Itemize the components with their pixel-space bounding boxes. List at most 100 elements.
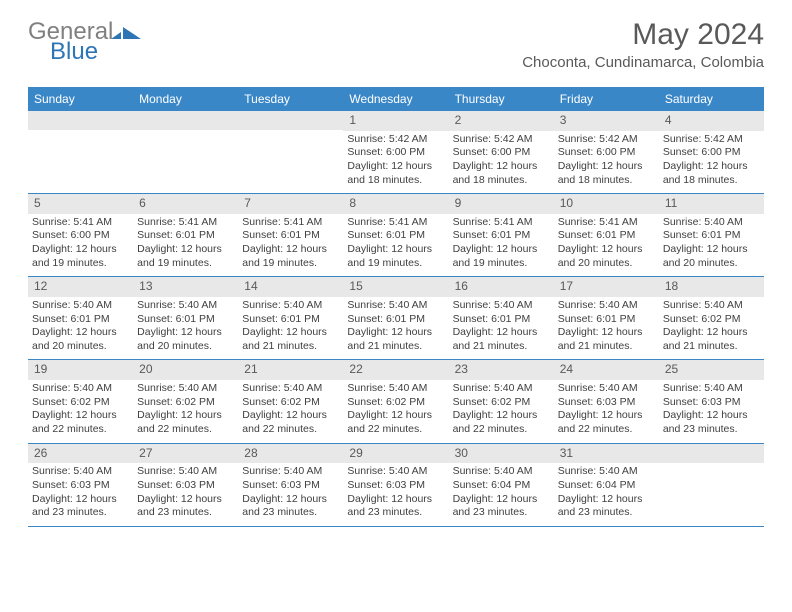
day-11: 11Sunrise: 5:40 AMSunset: 6:01 PMDayligh… — [659, 194, 764, 276]
day-27: 27Sunrise: 5:40 AMSunset: 6:03 PMDayligh… — [133, 444, 238, 526]
sunset-line: Sunset: 6:02 PM — [137, 396, 234, 410]
sunset-line: Sunset: 6:00 PM — [453, 146, 550, 160]
day-number: 22 — [343, 360, 448, 380]
daylight-line: Daylight: 12 hours and 20 minutes. — [137, 326, 234, 353]
day-number: 3 — [554, 111, 659, 131]
day-number: 24 — [554, 360, 659, 380]
daylight-line: Daylight: 12 hours and 21 minutes. — [663, 326, 760, 353]
sunrise-line: Sunrise: 5:40 AM — [137, 382, 234, 396]
day-25: 25Sunrise: 5:40 AMSunset: 6:03 PMDayligh… — [659, 360, 764, 442]
sunrise-line: Sunrise: 5:40 AM — [347, 382, 444, 396]
day-7: 7Sunrise: 5:41 AMSunset: 6:01 PMDaylight… — [238, 194, 343, 276]
day-empty — [28, 111, 133, 193]
week-row: 12Sunrise: 5:40 AMSunset: 6:01 PMDayligh… — [28, 277, 764, 360]
logo-triangle-small-icon — [111, 32, 121, 39]
week-row: 1Sunrise: 5:42 AMSunset: 6:00 PMDaylight… — [28, 111, 764, 194]
daylight-line: Daylight: 12 hours and 23 minutes. — [137, 493, 234, 520]
calendar: SundayMondayTuesdayWednesdayThursdayFrid… — [28, 87, 764, 527]
day-30: 30Sunrise: 5:40 AMSunset: 6:04 PMDayligh… — [449, 444, 554, 526]
day-empty — [238, 111, 343, 193]
sunrise-line: Sunrise: 5:40 AM — [453, 299, 550, 313]
day-number: 13 — [133, 277, 238, 297]
sunset-line: Sunset: 6:00 PM — [347, 146, 444, 160]
day-28: 28Sunrise: 5:40 AMSunset: 6:03 PMDayligh… — [238, 444, 343, 526]
dow-monday: Monday — [133, 87, 238, 111]
day-13: 13Sunrise: 5:40 AMSunset: 6:01 PMDayligh… — [133, 277, 238, 359]
sunrise-line: Sunrise: 5:40 AM — [242, 465, 339, 479]
day-number: 16 — [449, 277, 554, 297]
sunset-line: Sunset: 6:02 PM — [347, 396, 444, 410]
day-10: 10Sunrise: 5:41 AMSunset: 6:01 PMDayligh… — [554, 194, 659, 276]
daylight-line: Daylight: 12 hours and 22 minutes. — [453, 409, 550, 436]
day-2: 2Sunrise: 5:42 AMSunset: 6:00 PMDaylight… — [449, 111, 554, 193]
daylight-line: Daylight: 12 hours and 19 minutes. — [453, 243, 550, 270]
sunset-line: Sunset: 6:00 PM — [32, 229, 129, 243]
sunset-line: Sunset: 6:01 PM — [347, 229, 444, 243]
sunrise-line: Sunrise: 5:40 AM — [242, 299, 339, 313]
sunset-line: Sunset: 6:01 PM — [663, 229, 760, 243]
sunset-line: Sunset: 6:03 PM — [663, 396, 760, 410]
day-18: 18 Sunrise: 5:40 AMSunset: 6:02 PMDayligh… — [659, 277, 764, 359]
sunrise-line: Sunrise: 5:40 AM — [32, 465, 129, 479]
sunset-line: Sunset: 6:03 PM — [32, 479, 129, 493]
daylight-line: Daylight: 12 hours and 22 minutes. — [32, 409, 129, 436]
day-number: 29 — [343, 444, 448, 464]
sunrise-line: Sunrise: 5:40 AM — [558, 382, 655, 396]
logo: General Blue — [28, 18, 141, 66]
sunrise-line: Sunrise: 5:40 AM — [32, 299, 129, 313]
daylight-line: Daylight: 12 hours and 22 minutes. — [137, 409, 234, 436]
sunrise-line: Sunrise: 5:40 AM — [663, 299, 760, 313]
page-title: May 2024 — [522, 18, 764, 52]
sunset-line: Sunset: 6:00 PM — [558, 146, 655, 160]
day-number: 9 — [449, 194, 554, 214]
dow-thursday: Thursday — [449, 87, 554, 111]
week-row: 26Sunrise: 5:40 AMSunset: 6:03 PMDayligh… — [28, 444, 764, 527]
day-number: 18 — [659, 277, 764, 297]
sunrise-line: Sunrise: 5:41 AM — [242, 216, 339, 230]
daylight-line: Daylight: 12 hours and 23 minutes. — [32, 493, 129, 520]
daylight-line: Daylight: 12 hours and 18 minutes. — [347, 160, 444, 187]
sunset-line: Sunset: 6:01 PM — [558, 313, 655, 327]
day-number: 5 — [28, 194, 133, 214]
sunset-line: Sunset: 6:03 PM — [558, 396, 655, 410]
day-31: 31Sunrise: 5:40 AMSunset: 6:04 PMDayligh… — [554, 444, 659, 526]
daylight-line: Daylight: 12 hours and 18 minutes. — [453, 160, 550, 187]
day-number: 12 — [28, 277, 133, 297]
day-number: 27 — [133, 444, 238, 464]
daylight-line: Daylight: 12 hours and 23 minutes. — [242, 493, 339, 520]
day-12: 12Sunrise: 5:40 AMSunset: 6:01 PMDayligh… — [28, 277, 133, 359]
sunrise-line: Sunrise: 5:40 AM — [558, 299, 655, 313]
day-23: 23Sunrise: 5:40 AMSunset: 6:02 PMDayligh… — [449, 360, 554, 442]
sunset-line: Sunset: 6:04 PM — [558, 479, 655, 493]
sunset-line: Sunset: 6:01 PM — [137, 313, 234, 327]
day-number: 8 — [343, 194, 448, 214]
day-number: 6 — [133, 194, 238, 214]
day-6: 6Sunrise: 5:41 AMSunset: 6:01 PMDaylight… — [133, 194, 238, 276]
day-3: 3Sunrise: 5:42 AMSunset: 6:00 PMDaylight… — [554, 111, 659, 193]
daylight-line: Daylight: 12 hours and 20 minutes. — [558, 243, 655, 270]
daylight-line: Daylight: 12 hours and 20 minutes. — [32, 326, 129, 353]
daylight-line: Daylight: 12 hours and 23 minutes. — [663, 409, 760, 436]
header: General Blue May 2024 Choconta, Cundinam… — [0, 0, 792, 79]
sunrise-line: Sunrise: 5:40 AM — [663, 382, 760, 396]
sunrise-line: Sunrise: 5:41 AM — [32, 216, 129, 230]
day-8: 8Sunrise: 5:41 AMSunset: 6:01 PMDaylight… — [343, 194, 448, 276]
daylight-line: Daylight: 12 hours and 19 minutes. — [242, 243, 339, 270]
day-number: 21 — [238, 360, 343, 380]
day-number — [133, 111, 238, 130]
daylight-line: Daylight: 12 hours and 21 minutes. — [347, 326, 444, 353]
day-number: 15 — [343, 277, 448, 297]
sunset-line: Sunset: 6:01 PM — [242, 313, 339, 327]
sunset-line: Sunset: 6:02 PM — [663, 313, 760, 327]
sunset-line: Sunset: 6:01 PM — [453, 313, 550, 327]
sunrise-line: Sunrise: 5:40 AM — [558, 465, 655, 479]
daylight-line: Daylight: 12 hours and 21 minutes. — [453, 326, 550, 353]
sunset-line: Sunset: 6:01 PM — [137, 229, 234, 243]
day-4: 4Sunrise: 5:42 AMSunset: 6:00 PMDaylight… — [659, 111, 764, 193]
sunset-line: Sunset: 6:02 PM — [242, 396, 339, 410]
daylight-line: Daylight: 12 hours and 22 minutes. — [558, 409, 655, 436]
sunset-line: Sunset: 6:03 PM — [347, 479, 444, 493]
sunrise-line: Sunrise: 5:41 AM — [137, 216, 234, 230]
dow-wednesday: Wednesday — [343, 87, 448, 111]
day-16: 16 Sunrise: 5:40 AMSunset: 6:01 PMDayligh… — [449, 277, 554, 359]
